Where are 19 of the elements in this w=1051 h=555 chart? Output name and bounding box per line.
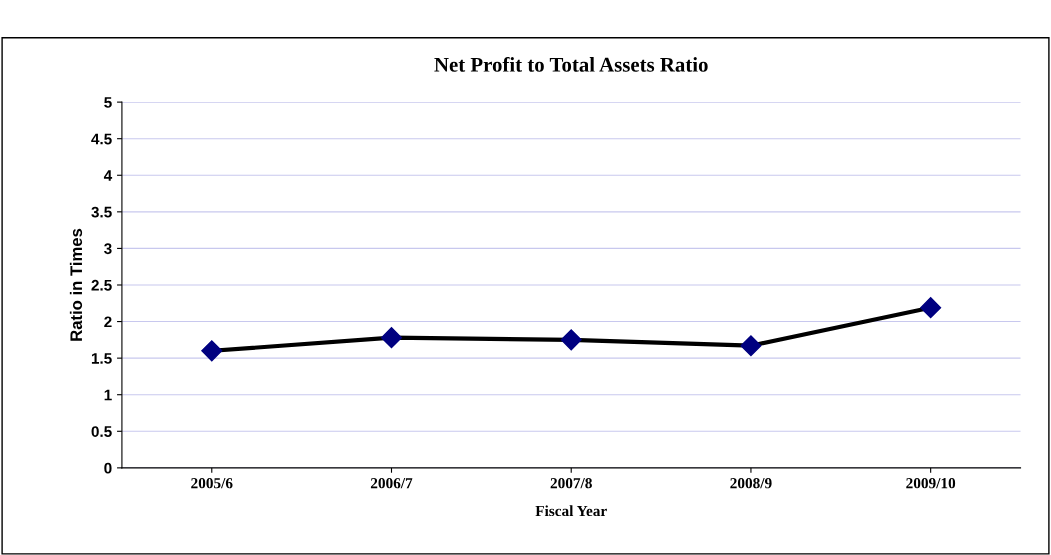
y-tick-label: 0.5 xyxy=(91,426,112,437)
y-tick-label: 1 xyxy=(104,389,112,401)
x-tick-label: 2008/9 xyxy=(730,478,772,489)
y-tick-label: 2 xyxy=(104,316,112,328)
y-tick-label: 4.5 xyxy=(91,133,112,145)
x-tick-label: 2009/10 xyxy=(906,478,956,489)
x-tick-label: 2005/6 xyxy=(191,478,233,489)
y-tick-label: 5 xyxy=(104,97,112,108)
x-tick-label: 2006/7 xyxy=(370,478,413,489)
chart-title: Net Profit to Total Assets Ratio xyxy=(434,56,708,72)
y-tick-label: 4 xyxy=(103,170,113,181)
x-axis-title: Fiscal Year xyxy=(535,505,607,517)
x-tick-label: 2007/8 xyxy=(550,478,592,489)
y-tick-label: 2.5 xyxy=(91,279,112,291)
y-tick-label: 0 xyxy=(104,462,112,474)
y-axis-title: Ratio in Times xyxy=(69,228,83,341)
y-tick-label: 1.5 xyxy=(91,353,112,364)
y-tick-label: 3.5 xyxy=(91,206,112,218)
y-tick-label: 3 xyxy=(104,243,112,255)
